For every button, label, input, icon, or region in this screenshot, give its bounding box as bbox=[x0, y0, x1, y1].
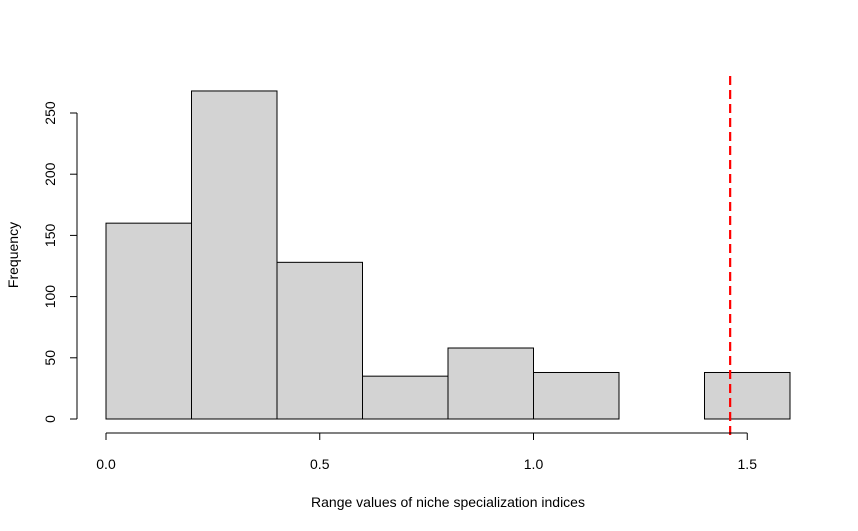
y-axis-label: Frequency bbox=[5, 222, 21, 288]
x-axis: 0.0 0.5 1.0 1.5 bbox=[96, 432, 758, 472]
histogram-bar bbox=[105, 222, 192, 420]
histogram-bar bbox=[447, 347, 534, 420]
x-axis-label: Range values of niche specialization ind… bbox=[311, 494, 585, 510]
y-tick-label: 150 bbox=[42, 224, 58, 248]
y-tick-label: 250 bbox=[42, 101, 58, 125]
y-tick-label: 0 bbox=[42, 415, 58, 423]
y-axis: 0 50 100 150 200 250 bbox=[42, 101, 78, 423]
histogram-bar bbox=[704, 371, 791, 420]
y-tick-label: 50 bbox=[42, 350, 58, 366]
x-tick-label: 0.0 bbox=[96, 456, 116, 472]
y-tick-label: 100 bbox=[42, 285, 58, 309]
x-tick-label: 1.0 bbox=[524, 456, 544, 472]
y-tick-label: 200 bbox=[42, 162, 58, 186]
x-tick-label: 0.5 bbox=[310, 456, 330, 472]
histogram-bar bbox=[533, 371, 620, 420]
histogram-bar bbox=[191, 90, 278, 420]
histogram-bar bbox=[276, 261, 363, 420]
histogram-bars bbox=[105, 90, 791, 420]
histogram-bar bbox=[362, 375, 449, 420]
x-tick-label: 1.5 bbox=[738, 456, 758, 472]
